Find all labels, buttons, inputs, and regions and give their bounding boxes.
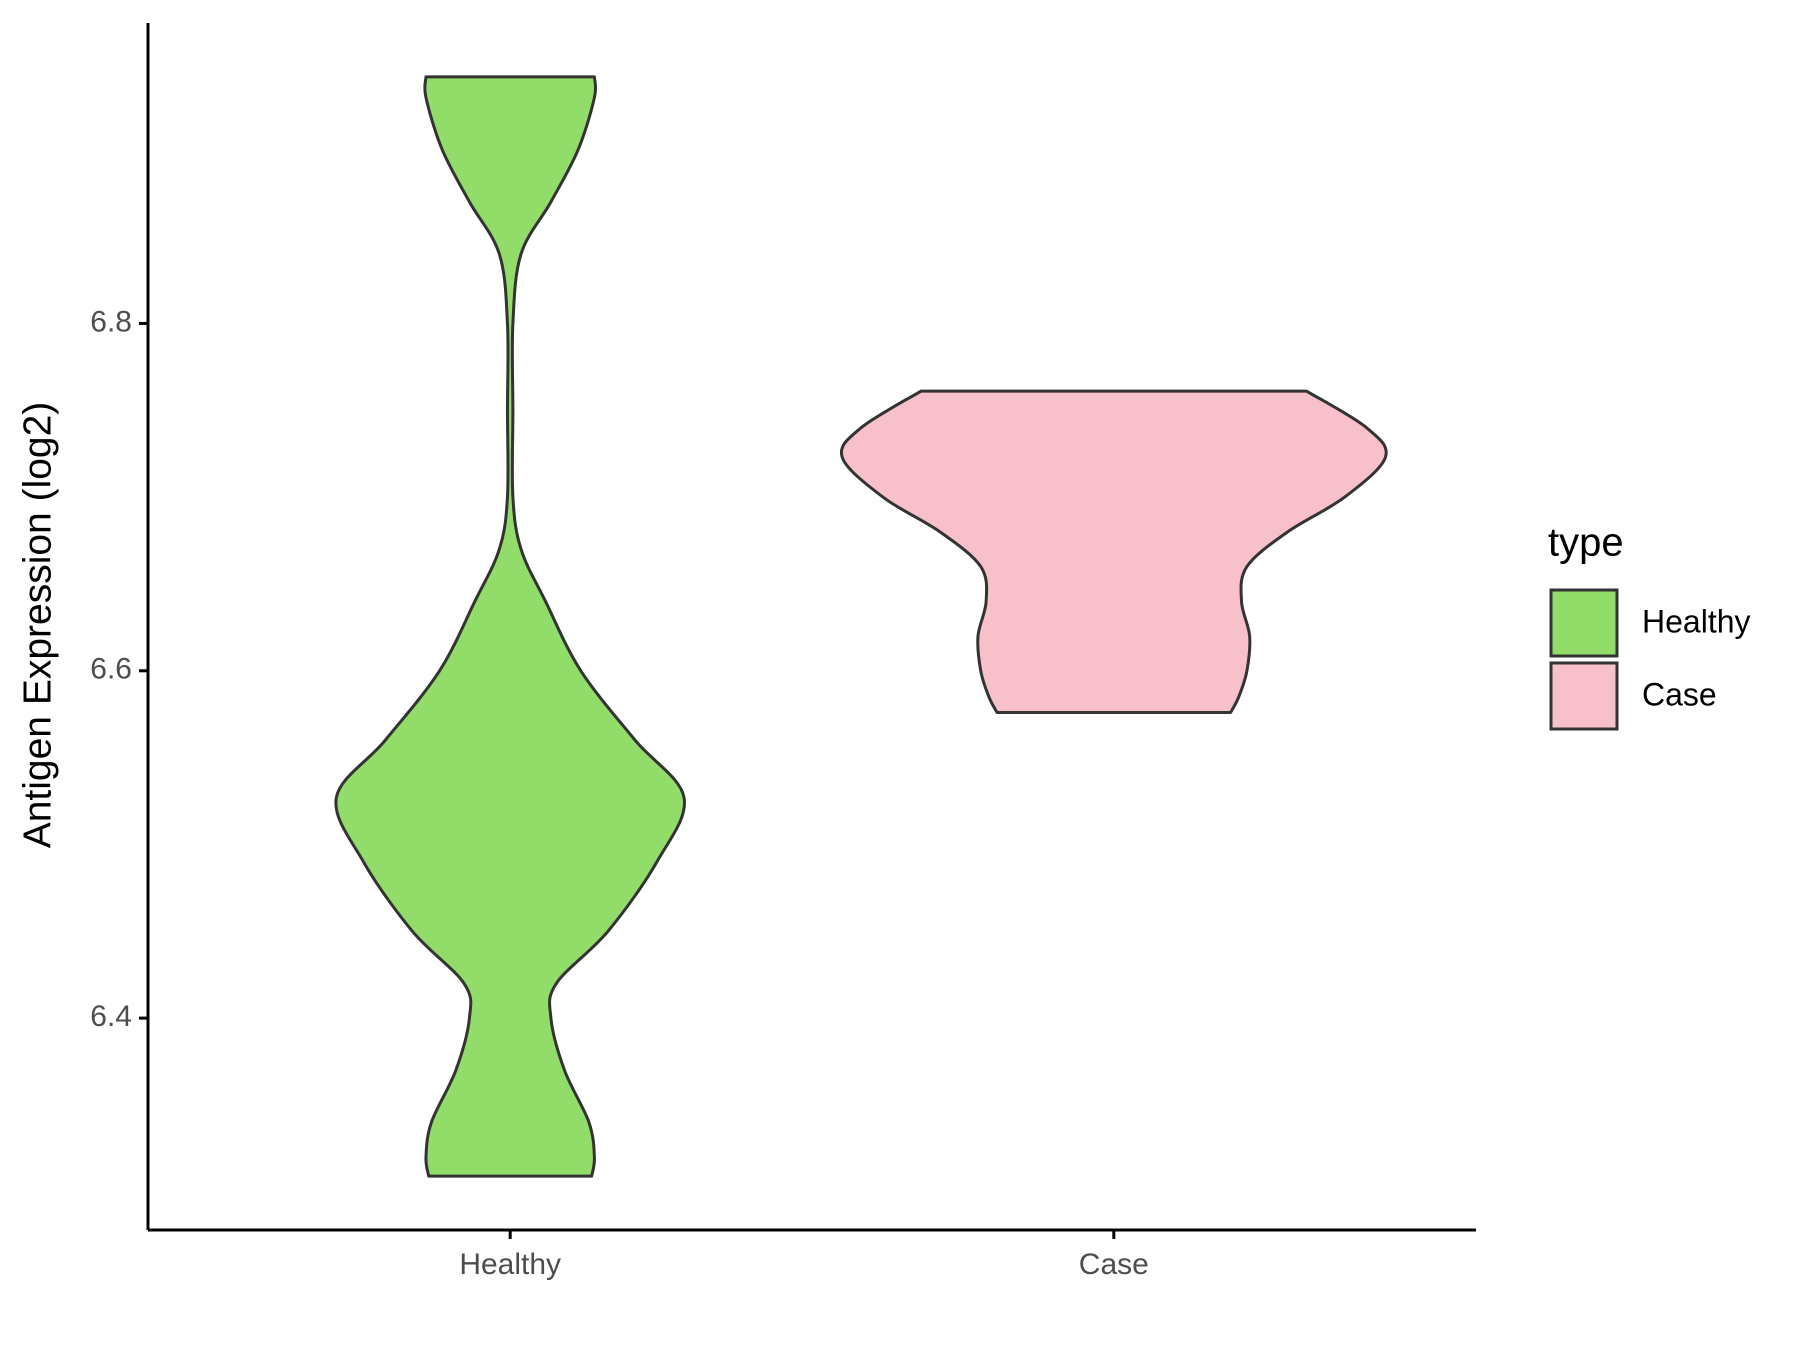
legend-label: Case [1642,676,1717,712]
legend-key [1549,588,1619,658]
x-tick-label: Healthy [459,1248,561,1281]
legend-key [1549,661,1619,731]
violin [334,75,686,1178]
legend-title: type [1548,521,1624,565]
x-tick-label: Case [1079,1248,1149,1281]
legend-label: Healthy [1642,603,1751,639]
y-axis-title: Antigen Expression (log2) [16,402,59,849]
violin [839,389,1388,714]
y-tick-label: 6.4 [90,1000,132,1033]
y-tick-label: 6.8 [90,305,132,338]
y-tick-label: 6.6 [90,653,132,686]
